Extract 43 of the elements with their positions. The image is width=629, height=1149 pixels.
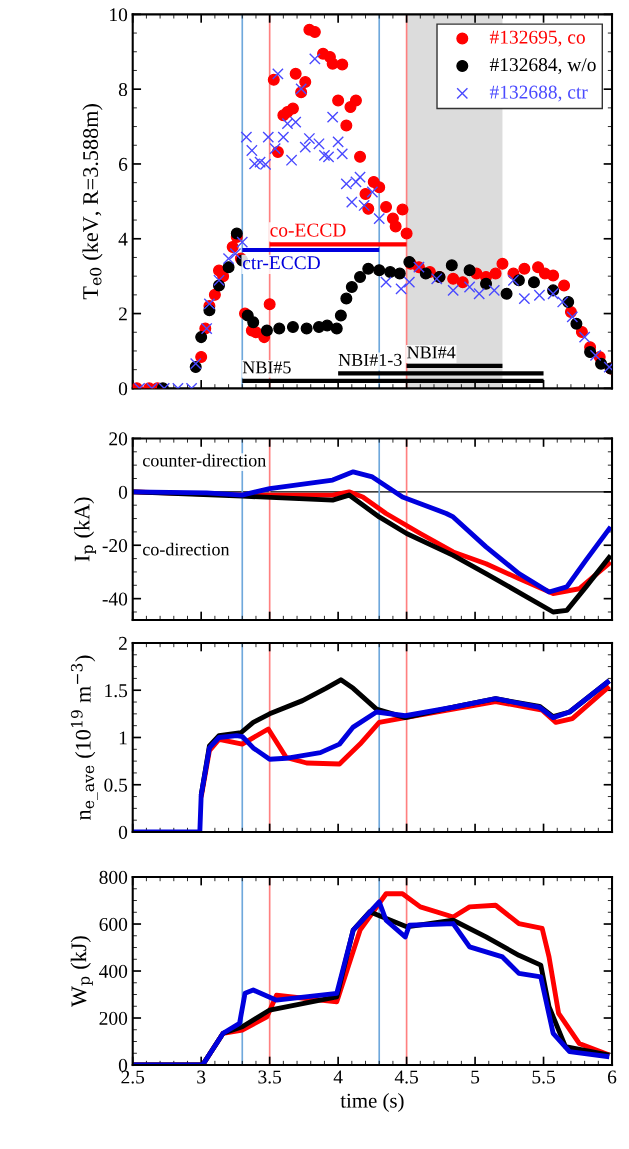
y-tick-label: 1 bbox=[119, 731, 127, 745]
series-label: NBI#4 bbox=[407, 346, 456, 359]
annotation: counter-direction bbox=[142, 453, 266, 467]
x-tick-label: 4.5 bbox=[394, 1070, 418, 1084]
series-label: co-ECCD bbox=[270, 223, 346, 237]
y-axis-title: n$_{e_ave}$ (10$^{19}$ m$^{−3}$) bbox=[70, 655, 98, 820]
y-tick-label: 6 bbox=[118, 157, 128, 171]
x-tick-label: 3.5 bbox=[258, 1070, 282, 1084]
y-tick-label: 2 bbox=[118, 636, 127, 650]
y-tick-label: 0 bbox=[118, 485, 128, 499]
y-tick-label: 200 bbox=[99, 1011, 128, 1025]
x-axis-title: time (s) bbox=[340, 1093, 404, 1112]
y-tick-label: 0 bbox=[118, 382, 128, 396]
legend-label: #132684, w/o bbox=[489, 58, 596, 74]
y-axis-title: W$_{p}$ (kJ) bbox=[70, 936, 93, 1007]
y-tick-label: 0 bbox=[118, 825, 128, 839]
y-tick-label: 800 bbox=[99, 870, 128, 884]
y-tick-label: 8 bbox=[118, 82, 128, 97]
series-label: NBI#5 bbox=[242, 361, 291, 374]
y-tick-label: 2 bbox=[118, 307, 127, 321]
y-tick-label: -40 bbox=[102, 592, 128, 606]
legend-label: #132695, co bbox=[489, 30, 585, 47]
series-label: ctr-ECCD bbox=[243, 256, 320, 270]
y-tick-label: -20 bbox=[102, 539, 128, 553]
y-tick-label: 1.5 bbox=[105, 684, 128, 698]
y-tick-label: 10 bbox=[110, 8, 128, 22]
annotation: co-direction bbox=[142, 542, 230, 556]
y-tick-label: 600 bbox=[99, 917, 128, 931]
legend-label: #132688, ctr bbox=[489, 85, 588, 102]
x-tick-label: 6 bbox=[607, 1070, 617, 1084]
x-tick-label: 5 bbox=[471, 1070, 480, 1084]
y-tick-label: 4 bbox=[118, 232, 128, 246]
y-axis-title: I$_{p}$ (kA) bbox=[73, 497, 97, 562]
y-tick-label: 400 bbox=[99, 964, 128, 978]
y-axis-title: T$_{e0}$ (keV, R=3.588m) bbox=[82, 104, 103, 300]
x-tick-label: 3 bbox=[197, 1070, 206, 1084]
y-tick-label: 0 bbox=[118, 1058, 128, 1072]
series-label: NBI#1-3 bbox=[338, 353, 402, 366]
y-tick-label: 0.5 bbox=[104, 778, 128, 792]
x-tick-label: 2.5 bbox=[121, 1070, 145, 1084]
x-tick-label: 5.5 bbox=[532, 1070, 555, 1084]
x-tick-label: 4 bbox=[333, 1070, 343, 1084]
y-tick-label: 20 bbox=[109, 432, 128, 446]
